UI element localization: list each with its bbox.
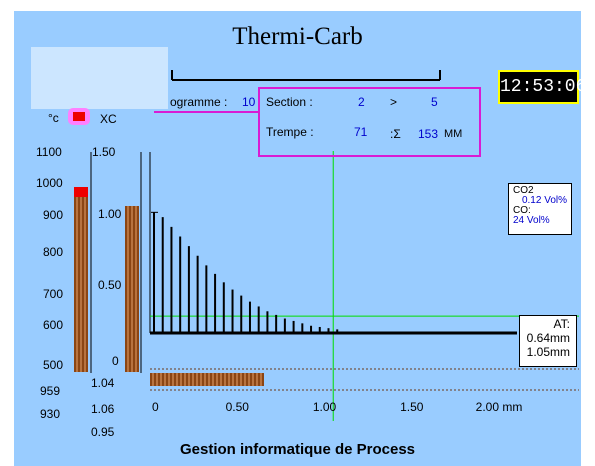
- temp-tick: 1100: [36, 145, 62, 159]
- programme-value: 10: [242, 95, 256, 109]
- decorative-lines: [90, 70, 579, 391]
- x-tick-label: 1.50: [400, 400, 424, 414]
- temp-value: 959: [40, 384, 61, 398]
- temp-tick: 900: [43, 208, 64, 222]
- xc-gauge-bar: [125, 206, 139, 372]
- trempe-value: 71: [354, 125, 368, 139]
- temp-gauge-bar: [74, 197, 88, 372]
- clock-display: 12:53:06: [498, 70, 581, 104]
- programme-label: ogramme :: [170, 95, 228, 109]
- co2-label: CO2: [513, 185, 534, 196]
- at-panel: AT: 0.64mm 1.05mm: [519, 315, 577, 367]
- footer-caption: Gestion informatique de Process: [179, 441, 416, 458]
- section-arrow: >: [390, 95, 398, 109]
- co-value: 24 Vol%: [513, 215, 550, 226]
- section-current: 2: [358, 95, 365, 109]
- at-label: AT:: [553, 317, 570, 331]
- sum-label: :Σ: [390, 127, 401, 141]
- unit-xc: XC: [100, 112, 117, 126]
- section-box: [258, 87, 481, 157]
- x-tick-label: 2.00 mm: [476, 400, 523, 414]
- temp-tick: 700: [43, 287, 64, 301]
- temp-tick: 600: [43, 318, 64, 332]
- at-value-1: 0.64mm: [526, 331, 570, 345]
- hmi-screen: Thermi-Carb 0 0.50 1.00 1.50 2.00 mm 12:53:0…: [14, 11, 581, 466]
- temp-tick: 800: [43, 245, 64, 259]
- app-title: Thermi-Carb: [232, 23, 363, 50]
- co2-value: 0.12 Vol%: [521, 195, 567, 206]
- depth-progress-bar: [150, 373, 264, 386]
- xc-value: 0.95: [91, 425, 115, 439]
- status-indicator-lamp: [73, 112, 85, 121]
- temp-value: 930: [40, 407, 61, 421]
- sum-value: 153: [418, 127, 439, 141]
- sum-unit: MM: [444, 128, 463, 140]
- unit-temp: °c: [48, 111, 59, 125]
- section-label: Section :: [266, 95, 313, 109]
- co-label: CO:: [513, 205, 531, 216]
- trempe-label: Trempe :: [266, 125, 314, 139]
- x-tick-label: 1.00: [313, 400, 337, 414]
- gas-panel: CO2 0.12 Vol% CO: 24 Vol%: [508, 183, 572, 235]
- xc-tick: 1.50: [92, 145, 116, 159]
- x-tick-label: 0.50: [226, 400, 250, 414]
- xc-tick: 1.00: [98, 207, 122, 221]
- x-tick-label: 0: [152, 400, 159, 414]
- xc-value: 1.06: [91, 402, 115, 416]
- xc-value: 1.04: [91, 376, 115, 390]
- xc-tick: 0.50: [98, 278, 122, 292]
- temp-tick: 500: [43, 358, 64, 372]
- temp-tick: 1000: [36, 176, 63, 190]
- temp-gauge-setpoint: [74, 187, 88, 197]
- carbon-profile-chart: 0 0.50 1.00 1.50 2.00 mm: [149, 151, 579, 421]
- at-value-2: 1.05mm: [526, 345, 570, 359]
- section-next: 5: [431, 95, 438, 109]
- xc-tick: 0: [112, 354, 119, 368]
- overlay-panel: [31, 47, 168, 109]
